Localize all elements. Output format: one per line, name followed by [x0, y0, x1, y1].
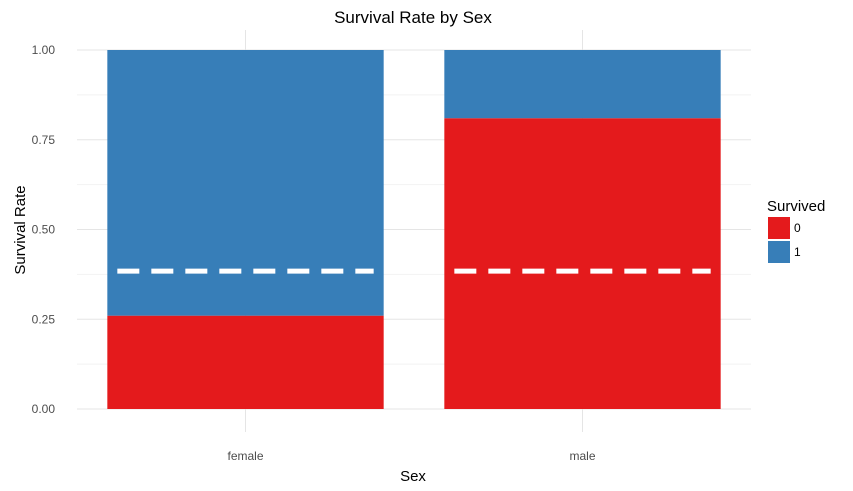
y-tick-label: 0.00: [32, 402, 56, 416]
y-axis-title: Survival Rate: [12, 185, 29, 274]
legend-key-1: [768, 241, 790, 263]
bar-female-survived-0: [107, 315, 384, 409]
legend-key-0: [768, 217, 790, 239]
legend-title: Survived: [767, 198, 825, 215]
bar-male-survived-1: [444, 50, 721, 119]
bars-layer: [107, 50, 721, 410]
bar-male-survived-0: [444, 118, 721, 410]
y-tick-label: 1.00: [32, 43, 56, 57]
x-tick-label-female: female: [227, 449, 263, 463]
x-axis-title: Sex: [400, 468, 426, 485]
legend: Survived 0 1: [767, 198, 825, 263]
chart-title: Survival Rate by Sex: [334, 8, 492, 27]
y-tick-label: 0.75: [32, 133, 56, 147]
y-tick-labels: 0.00 0.25 0.50 0.75 1.00: [32, 43, 56, 416]
x-tick-labels: female male: [227, 449, 595, 463]
legend-label-1: 1: [794, 245, 801, 259]
x-tick-label-male: male: [569, 449, 595, 463]
bar-female-survived-1: [107, 50, 384, 316]
y-tick-label: 0.25: [32, 312, 56, 326]
y-tick-label: 0.50: [32, 223, 56, 237]
legend-label-0: 0: [794, 221, 801, 235]
